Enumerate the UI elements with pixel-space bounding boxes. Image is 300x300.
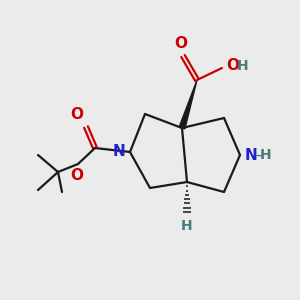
Text: O: O [70,107,83,122]
Text: –: – [254,148,262,163]
Text: H: H [260,148,272,162]
Text: N: N [245,148,258,163]
Text: H: H [237,59,249,73]
Text: H: H [181,219,193,233]
Text: N: N [112,145,125,160]
Text: O: O [70,168,83,183]
Polygon shape [179,80,197,129]
Text: O: O [175,36,188,51]
Text: O: O [226,58,239,73]
